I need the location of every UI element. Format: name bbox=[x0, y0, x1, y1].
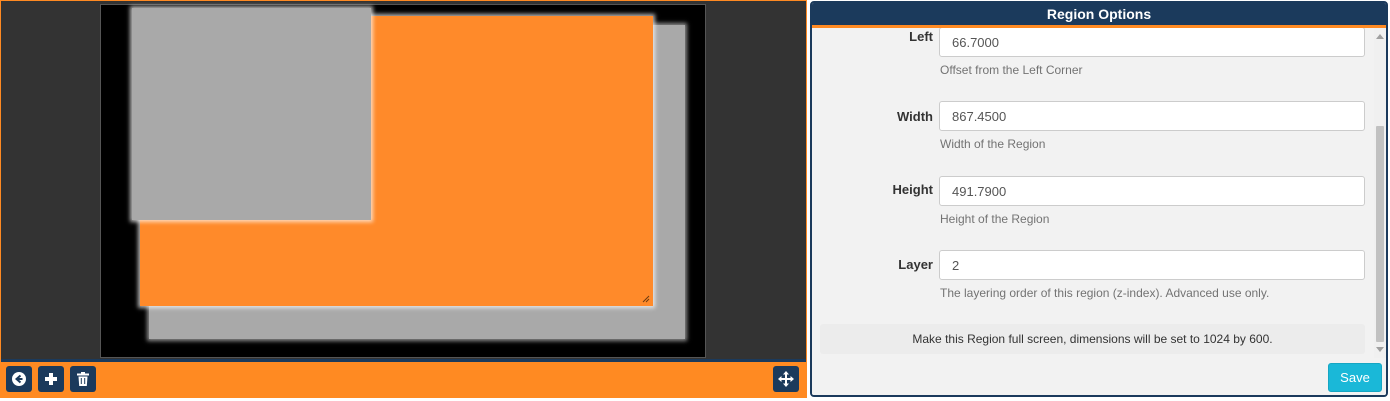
width-input[interactable] bbox=[939, 101, 1365, 131]
layout-designer bbox=[0, 0, 807, 398]
region-options-panel: Region Options Left Offset from the Left… bbox=[810, 1, 1388, 397]
add-region-button[interactable] bbox=[38, 366, 64, 392]
height-help: Height of the Region bbox=[940, 212, 1050, 226]
height-input[interactable] bbox=[939, 176, 1365, 206]
circle-arrow-left-icon bbox=[12, 372, 26, 386]
panel-scrollbar[interactable] bbox=[1374, 28, 1386, 358]
trash-icon bbox=[77, 372, 89, 386]
plus-icon bbox=[45, 373, 57, 385]
save-button[interactable]: Save bbox=[1328, 363, 1382, 392]
width-help: Width of the Region bbox=[940, 137, 1046, 151]
panel-title: Region Options bbox=[812, 3, 1386, 28]
panel-footer: Save bbox=[812, 358, 1386, 395]
resize-handle-icon[interactable] bbox=[642, 295, 650, 303]
layer-help: The layering order of this region (z-ind… bbox=[940, 286, 1270, 300]
left-input[interactable] bbox=[939, 28, 1365, 57]
left-label: Left bbox=[909, 29, 933, 44]
fullscreen-note[interactable]: Make this Region full screen, dimensions… bbox=[820, 324, 1365, 354]
delete-region-button[interactable] bbox=[70, 366, 96, 392]
move-arrows-icon bbox=[778, 371, 794, 387]
scroll-down-icon[interactable] bbox=[1376, 347, 1384, 352]
scroll-up-icon[interactable] bbox=[1376, 34, 1384, 39]
layer-input[interactable] bbox=[939, 250, 1365, 280]
back-button[interactable] bbox=[6, 366, 32, 392]
layer-label: Layer bbox=[898, 257, 933, 272]
panel-body: Left Offset from the Left Corner Width W… bbox=[812, 28, 1373, 358]
designer-toolbar bbox=[1, 359, 806, 398]
scroll-thumb[interactable] bbox=[1376, 126, 1384, 342]
height-label: Height bbox=[892, 182, 933, 197]
region-front[interactable] bbox=[132, 8, 371, 220]
layout-canvas bbox=[100, 4, 706, 358]
left-help: Offset from the Left Corner bbox=[940, 63, 1083, 77]
width-label: Width bbox=[897, 109, 933, 124]
move-region-button[interactable] bbox=[773, 366, 799, 392]
